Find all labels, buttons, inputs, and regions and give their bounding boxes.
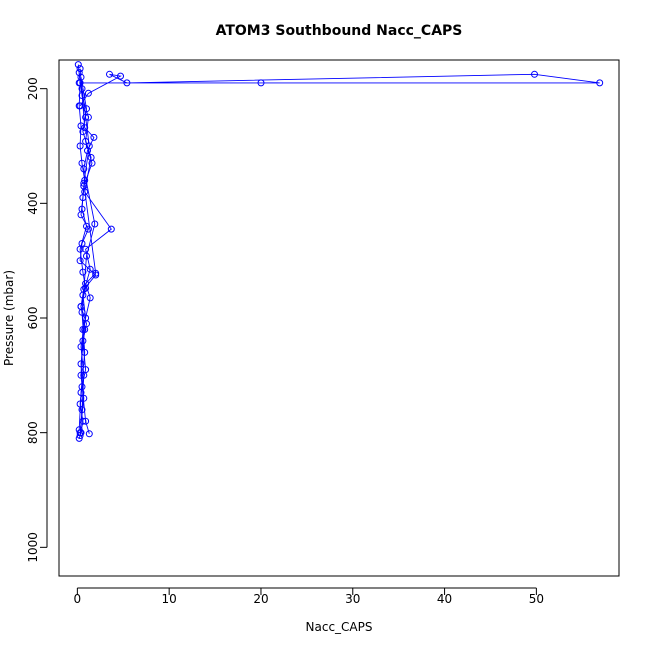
data-point: [84, 89, 92, 97]
data-point: [78, 406, 86, 414]
data-point: [107, 225, 115, 233]
data-point: [85, 142, 93, 150]
data-point: [78, 308, 86, 316]
data-point: [85, 430, 93, 438]
x-tick-label: 40: [437, 592, 452, 606]
y-tick-label: 200: [26, 77, 40, 100]
series-line: [79, 73, 600, 107]
data-point: [79, 128, 87, 136]
series-5: [77, 85, 100, 438]
data-point: [76, 102, 84, 110]
data-point: [92, 269, 100, 277]
data-point: [82, 280, 90, 288]
data-point: [86, 265, 94, 273]
data-point: [531, 70, 538, 78]
data-point: [84, 147, 91, 155]
y-tick-label: 1000: [26, 532, 40, 563]
series-line: [80, 88, 97, 434]
data-point: [86, 294, 94, 302]
data-point: [76, 65, 84, 73]
y-axis-label: Pressure (mbar): [2, 270, 16, 366]
series-line: [78, 68, 96, 430]
data-point: [80, 179, 88, 187]
x-tick-label: 50: [529, 592, 544, 606]
data-point: [91, 220, 99, 228]
y-tick-label: 800: [26, 421, 40, 444]
data-point: [596, 79, 604, 87]
data-point: [79, 326, 87, 333]
data-point: [75, 69, 83, 77]
data-point: [77, 371, 85, 379]
data-point: [78, 205, 86, 213]
chart-title: ATOM3 Southbound Nacc_CAPS: [216, 23, 463, 39]
data-point: [79, 268, 87, 276]
data-point: [257, 79, 265, 87]
x-tick-label: 20: [253, 592, 268, 606]
data-point: [82, 113, 90, 121]
data-point: [75, 79, 83, 87]
series-6: [75, 70, 604, 110]
plot-frame: [58, 59, 620, 577]
data-point: [117, 72, 124, 80]
data-point: [82, 417, 90, 425]
data-point: [80, 165, 88, 173]
x-tick-label: 30: [345, 592, 360, 606]
x-tick-label: 0: [74, 592, 82, 606]
series-4: [75, 65, 99, 434]
data-point: [75, 426, 83, 434]
data-point: [81, 124, 89, 132]
data-point: [123, 79, 131, 87]
data-point: [106, 70, 113, 78]
y-tick-label: 400: [26, 192, 40, 215]
axes: 0 10 20 30 40 50 200 400 600 800 1000: [26, 77, 544, 606]
x-tick-label: 10: [162, 592, 177, 606]
data-point: [74, 61, 82, 69]
data-point: [90, 133, 98, 141]
plot-area: [74, 61, 604, 442]
x-axis-label: Nacc_CAPS: [306, 620, 373, 634]
data-point: [83, 252, 90, 260]
data-point: [76, 142, 84, 150]
data-point: [87, 154, 95, 161]
y-tick-label: 600: [26, 307, 40, 330]
data-point: [78, 85, 86, 93]
data-point: [76, 257, 84, 265]
data-point: [77, 389, 85, 396]
